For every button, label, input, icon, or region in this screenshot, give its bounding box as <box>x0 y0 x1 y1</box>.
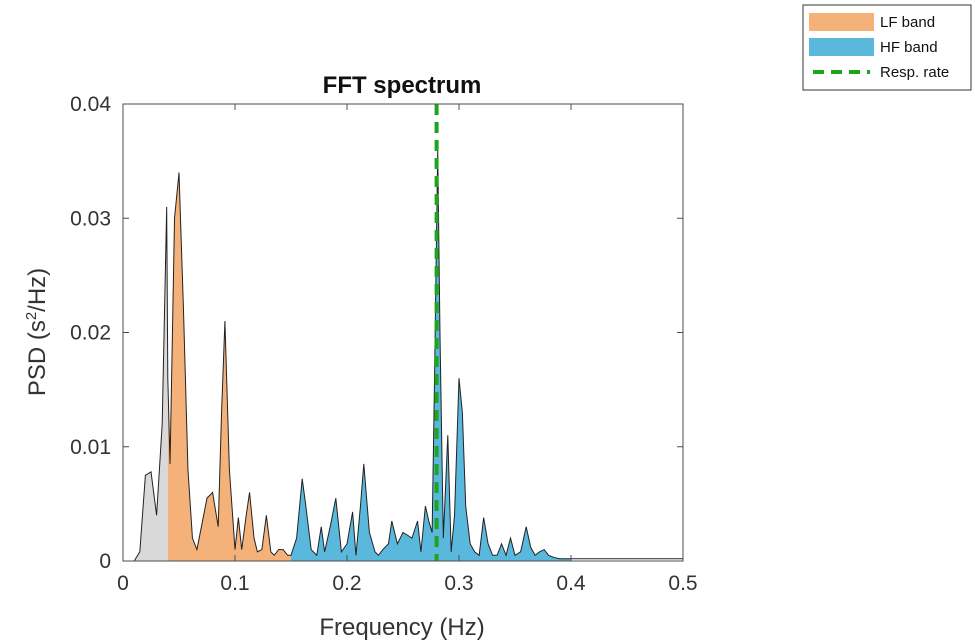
y-tick-label: 0.02 <box>70 322 111 345</box>
y-tick-label: 0.01 <box>70 436 111 459</box>
band-area-vlf <box>123 206 168 561</box>
legend-swatch-lf <box>809 13 874 31</box>
y-tick-label: 0 <box>99 550 111 573</box>
legend-swatch-hf <box>809 38 874 56</box>
y-tick-label: 0.04 <box>70 93 111 116</box>
y-axis: 0 0.01 0.02 0.03 0.04 <box>70 93 683 573</box>
x-tick-label: 0.3 <box>444 572 473 595</box>
spectrum-line <box>123 149 683 562</box>
x-tick-label: 0 <box>117 572 129 595</box>
x-axis: 0 0.1 0.2 0.3 0.4 0.5 <box>117 104 698 595</box>
x-tick-label: 0.2 <box>332 572 361 595</box>
legend: LF band HF band Resp. rate <box>802 4 972 91</box>
x-tick-label: 0.4 <box>556 572 586 595</box>
x-axis-label: Frequency (Hz) <box>319 614 484 641</box>
x-tick-label: 0.5 <box>668 572 697 595</box>
y-axis-label: PSD (s2/Hz) <box>23 268 51 396</box>
y-tick-label: 0.03 <box>70 207 111 230</box>
legend-label-resp: Resp. rate <box>880 64 949 81</box>
x-tick-label: 0.1 <box>220 572 249 595</box>
chart-title: FFT spectrum <box>323 72 482 99</box>
legend-label-hf: HF band <box>880 39 938 56</box>
legend-label-lf: LF band <box>880 14 935 31</box>
